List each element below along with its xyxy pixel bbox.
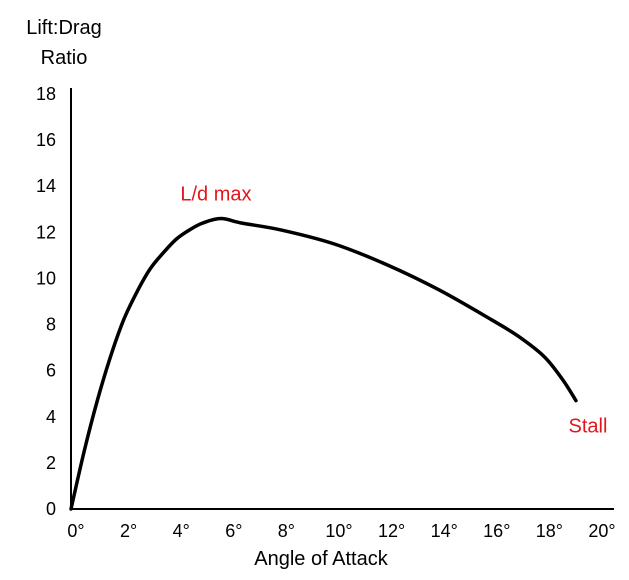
x-tick-label: 18° (536, 521, 563, 541)
y-tick-label: 16 (36, 130, 56, 150)
x-tick-label: 4° (173, 521, 190, 541)
x-tick-label: 14° (431, 521, 458, 541)
y-tick-label: 10 (36, 268, 56, 288)
y-axis-title-line-1: Lift:Drag (26, 17, 102, 39)
x-tick-labels: 0° 2° 4° 6° 8° 10° 12° 14° 16° 18° 20° (67, 521, 615, 541)
x-tick-label: 6° (225, 521, 242, 541)
y-tick-label: 0 (46, 499, 56, 519)
y-tick-label: 6 (46, 361, 56, 381)
y-tick-label: 12 (36, 222, 56, 242)
y-tick-label: 8 (46, 315, 56, 335)
x-tick-label: 10° (325, 521, 352, 541)
lift-drag-curve (69, 216, 578, 511)
stall-annotation: Stall (569, 416, 608, 438)
y-tick-label: 2 (46, 453, 56, 473)
y-tick-labels: 0 2 4 6 8 10 12 14 16 18 (36, 84, 56, 519)
x-tick-label: 8° (278, 521, 295, 541)
x-tick-label: 20° (588, 521, 615, 541)
y-tick-label: 18 (36, 84, 56, 104)
x-tick-label: 2° (120, 521, 137, 541)
x-tick-label: 0° (67, 521, 84, 541)
y-tick-label: 4 (46, 407, 56, 427)
ld-max-annotation: L/d max (180, 184, 251, 206)
x-tick-label: 16° (483, 521, 510, 541)
y-tick-label: 14 (36, 176, 56, 196)
x-tick-label: 12° (378, 521, 405, 541)
x-axis-title: Angle of Attack (254, 548, 388, 570)
y-axis-title-line-2: Ratio (41, 47, 88, 69)
